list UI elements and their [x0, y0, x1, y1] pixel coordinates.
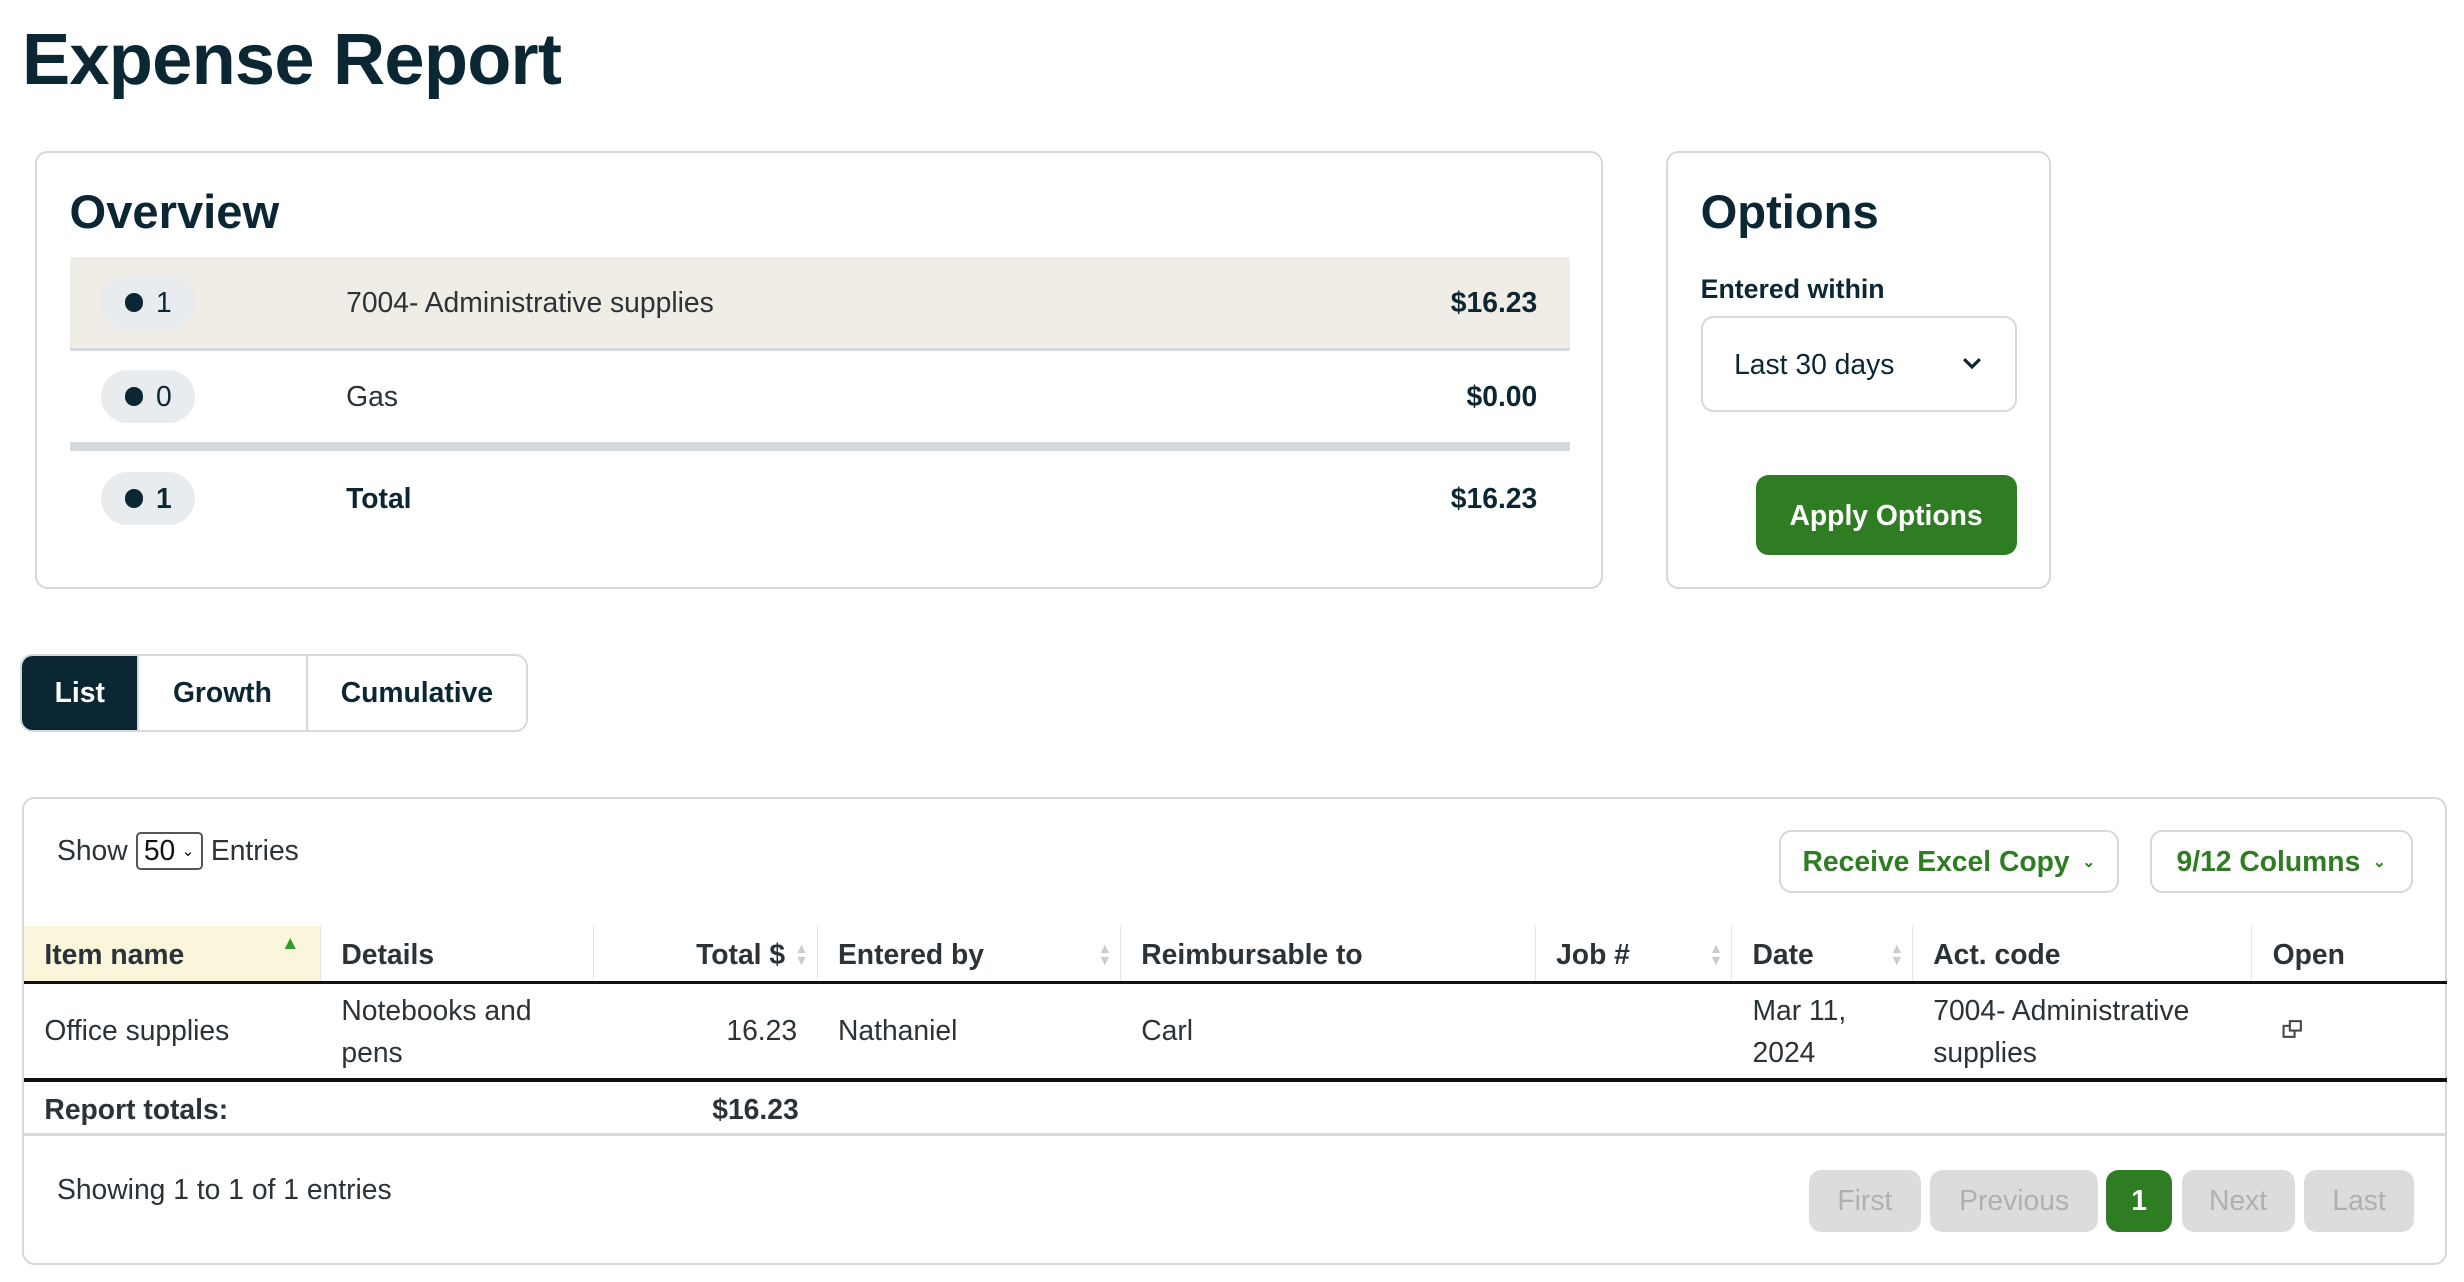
cell-open: [2252, 1009, 2447, 1051]
count-badge: 1: [100, 471, 196, 526]
sort-icon: ▲ ▼: [1097, 939, 1112, 969]
pagination-last[interactable]: Last: [2304, 1169, 2415, 1233]
tab-list[interactable]: List: [22, 655, 140, 731]
cell-total: 16.23: [726, 1014, 798, 1047]
dot-icon: [124, 386, 144, 406]
chevron-down-icon: [1963, 358, 1982, 370]
column-header-date[interactable]: Date ▲ ▼: [1732, 925, 1913, 983]
table-bottom-border: [23, 1133, 2448, 1136]
sort-icon: ▲ ▼: [1889, 939, 1904, 969]
cell-details: Notebooks and pens: [341, 993, 532, 1069]
row-label: Gas: [346, 379, 398, 412]
column-header-total[interactable]: Total $ ▲ ▼: [594, 925, 818, 983]
row-amount: $16.23: [1450, 285, 1538, 318]
entries-length: Show 50 ⌄ Entries: [57, 831, 299, 871]
row-label: 7004- Administrative supplies: [346, 285, 714, 318]
column-header-act-code[interactable]: Act. code: [1913, 925, 2253, 983]
sort-icon: ▲ ▼: [794, 939, 809, 969]
pagination-page-1[interactable]: 1: [2106, 1169, 2173, 1233]
columns-button[interactable]: 9/12 Columns ⌄: [2150, 830, 2413, 893]
apply-options-button[interactable]: Apply Options: [1755, 474, 2017, 556]
tab-growth[interactable]: Growth: [139, 655, 308, 731]
column-header-item-name[interactable]: Item name ▲: [23, 925, 321, 983]
column-header-open: Open: [2272, 937, 2345, 970]
entered-within-label: Entered within: [1700, 273, 1885, 304]
tab-cumulative[interactable]: Cumulative: [340, 676, 494, 709]
table-info: Showing 1 to 1 of 1 entries: [56, 1172, 392, 1205]
column-header-details[interactable]: Details: [321, 925, 595, 983]
cell-act-code: 7004- Administrative supplies: [1933, 993, 2190, 1069]
pagination-previous[interactable]: Previous: [1930, 1169, 2099, 1233]
cell-item-name: Office supplies: [44, 1014, 230, 1047]
overview-heading: Overview: [69, 185, 280, 239]
overview-row: 1 7004- Administrative supplies $16.23: [69, 256, 1571, 351]
cell-date: Mar 11, 2024: [1752, 993, 1847, 1069]
pagination-first[interactable]: First: [1809, 1169, 1921, 1233]
count-badge: 1: [100, 275, 196, 329]
total-label: Total: [346, 482, 412, 515]
dot-icon: [124, 292, 144, 312]
entered-within-select[interactable]: Last 30 days: [1700, 316, 2017, 413]
pagination-next[interactable]: Next: [2181, 1169, 2295, 1233]
row-amount: $0.00: [1466, 379, 1538, 412]
column-header-job[interactable]: Job # ▲ ▼: [1536, 925, 1733, 983]
table-card: Show 50 ⌄ Entries Receive Excel Copy ⌄ 9/1…: [21, 796, 2448, 1265]
page-title: Expense Report: [21, 19, 562, 100]
table-row: Office supplies Notebooks and pens 16.23…: [24, 984, 2447, 1078]
view-tabs: List Growth Cumulative: [20, 653, 529, 733]
overview-card: Overview 1 7004- Administrative supplies…: [34, 150, 1603, 590]
count-badge: 0: [100, 369, 196, 424]
entries-select[interactable]: 50 ⌄: [135, 831, 203, 871]
chevron-down-icon: ⌄: [2082, 853, 2096, 871]
report-totals-amount: $16.23: [712, 1092, 799, 1125]
options-heading: Options: [1700, 185, 1879, 239]
dot-icon: [124, 489, 144, 508]
header-divider: [23, 980, 2448, 985]
sort-asc-icon: ▲: [280, 932, 300, 954]
chevron-down-icon: ⌄: [2372, 853, 2387, 871]
cell-entered-by: Nathaniel: [837, 1014, 958, 1047]
options-card: Options Entered within Last 30 days Appl…: [1665, 150, 2051, 590]
receive-excel-copy-button[interactable]: Receive Excel Copy ⌄: [1779, 830, 2119, 893]
overview-row: 0 Gas $0.00: [69, 351, 1571, 451]
report-totals-label: Report totals:: [44, 1092, 229, 1125]
row-divider: [23, 1078, 2448, 1082]
cell-reimbursable-to: Carl: [1141, 1014, 1194, 1047]
chevron-down-icon: ⌄: [181, 842, 195, 860]
external-link-icon[interactable]: [2282, 1018, 2304, 1040]
column-header-entered-by[interactable]: Entered by ▲ ▼: [818, 925, 1121, 983]
column-header-reimbursable-to[interactable]: Reimbursable to: [1121, 925, 1536, 983]
overview-total-row: 1 Total $16.23: [70, 453, 1571, 544]
total-amount: $16.23: [1450, 482, 1538, 515]
sort-icon: ▲ ▼: [1709, 939, 1724, 969]
